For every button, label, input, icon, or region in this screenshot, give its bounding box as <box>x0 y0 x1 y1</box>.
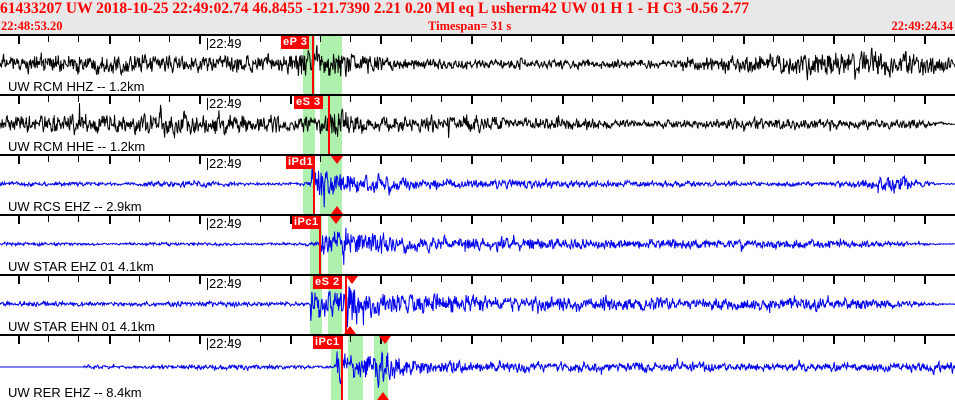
trace-panel[interactable]: iPd1 22:49 UW RCS EHZ -- 2.9km <box>0 154 955 214</box>
channel-label: UW STAR EHN 01 4.1km <box>8 319 156 334</box>
trace-panel[interactable]: eS 3 22:49 UW RCM HHE -- 1.2km <box>0 94 955 154</box>
time-marker: 22:49 <box>207 97 242 111</box>
trace-panel[interactable]: eS 2 22:49 UW STAR EHN 01 4.1km <box>0 274 955 334</box>
pick-label[interactable]: iPd1 <box>286 156 316 169</box>
trace-plot-area[interactable]: eS 3 22:49 UW RCM HHE -- 1.2km <box>0 96 955 154</box>
amplitude-marker-triangle[interactable] <box>344 326 356 334</box>
channel-label: UW RCM HHE -- 1.2km <box>8 139 146 154</box>
waveform-trace <box>0 227 955 265</box>
time-marker: 22:49 <box>207 37 242 51</box>
trace-plot-area[interactable]: iPd1 22:49 UW RCS EHZ -- 2.9km <box>0 156 955 214</box>
channel-label: UW RCS EHZ -- 2.9km <box>8 199 142 214</box>
amplitude-marker-triangle[interactable] <box>379 336 391 344</box>
waveform-trace <box>0 285 955 328</box>
pick-window-band <box>328 216 342 274</box>
amplitude-marker-triangle[interactable] <box>377 392 389 400</box>
pick-window-band <box>310 276 322 334</box>
time-tick-label: 22:49 <box>209 276 242 291</box>
end-time-label: 22:49:24.34 <box>891 19 953 33</box>
trace-panel-list: eP 3 22:49 UW RCM HHZ -- 1.2km eS 3 22:49 UW … <box>0 34 955 400</box>
pick-line[interactable] <box>345 276 347 334</box>
channel-label: UW RER EHZ -- 8.4km <box>8 385 142 400</box>
trace-panel[interactable]: iPc1 22:49 UW RER EHZ -- 8.4km <box>0 334 955 400</box>
time-marker: 22:49 <box>207 217 242 231</box>
event-summary-line: 61433207 UW 2018-10-25 22:49:02.74 46.84… <box>0 0 750 17</box>
timespan-label: Timespan= 31 s <box>428 19 512 33</box>
pick-line[interactable] <box>319 216 321 274</box>
waveform-trace <box>0 45 955 81</box>
pick-label[interactable]: eS 3 <box>294 96 323 109</box>
waveform-trace <box>0 165 955 208</box>
event-header: 61433207 UW 2018-10-25 22:49:02.74 46.84… <box>0 0 955 34</box>
amplitude-marker-triangle[interactable] <box>331 206 343 214</box>
pick-label[interactable]: iPc1 <box>313 336 342 349</box>
time-marker: 22:49 <box>207 337 242 351</box>
time-axis-header: 22:48:53.20 Timespan= 31 s 22:49:24.34 <box>0 18 955 34</box>
waveform-trace <box>0 103 955 139</box>
pick-line[interactable] <box>312 36 314 94</box>
time-marker: 22:49 <box>207 277 242 291</box>
channel-label: UW RCM HHZ -- 1.2km <box>8 79 145 94</box>
time-tick-label: 22:49 <box>209 336 242 351</box>
pick-line[interactable] <box>313 156 315 214</box>
time-tick-mark <box>207 158 208 170</box>
trace-plot-area[interactable]: eP 3 22:49 UW RCM HHZ -- 1.2km <box>0 36 955 94</box>
time-tick-mark <box>207 38 208 50</box>
time-tick-label: 22:49 <box>209 156 242 171</box>
time-marker: 22:49 <box>207 157 242 171</box>
time-tick-mark <box>207 218 208 230</box>
pick-label[interactable]: eP 3 <box>281 36 310 49</box>
time-tick-mark <box>207 278 208 290</box>
trace-panel[interactable]: iPc1 22:49 UW STAR EHZ 01 4.1km <box>0 214 955 274</box>
waveform-trace <box>0 350 955 388</box>
pick-window-band <box>331 336 342 400</box>
amplitude-marker-triangle[interactable] <box>330 216 342 224</box>
trace-plot-area[interactable]: iPc1 22:49 UW STAR EHZ 01 4.1km <box>0 216 955 274</box>
time-tick-label: 22:49 <box>209 96 242 111</box>
time-tick-label: 22:49 <box>209 36 242 51</box>
pick-line[interactable] <box>328 96 330 154</box>
pick-label[interactable]: iPc1 <box>292 216 321 229</box>
pick-label[interactable]: eS 2 <box>313 276 342 289</box>
trace-plot-area[interactable]: eS 2 22:49 UW STAR EHN 01 4.1km <box>0 276 955 334</box>
pick-window-band <box>328 276 342 334</box>
pick-line[interactable] <box>341 336 343 400</box>
start-time-label: 22:48:53.20 <box>1 19 63 33</box>
time-tick-mark <box>207 98 208 110</box>
channel-label: UW STAR EHZ 01 4.1km <box>8 259 154 274</box>
amplitude-marker-triangle[interactable] <box>346 276 358 284</box>
pick-window-band <box>303 96 315 154</box>
time-tick-label: 22:49 <box>209 216 242 231</box>
trace-plot-area[interactable]: iPc1 22:49 UW RER EHZ -- 8.4km <box>0 336 955 400</box>
time-tick-mark <box>207 338 208 350</box>
trace-panel[interactable]: eP 3 22:49 UW RCM HHZ -- 1.2km <box>0 34 955 94</box>
amplitude-marker-triangle[interactable] <box>331 156 343 164</box>
